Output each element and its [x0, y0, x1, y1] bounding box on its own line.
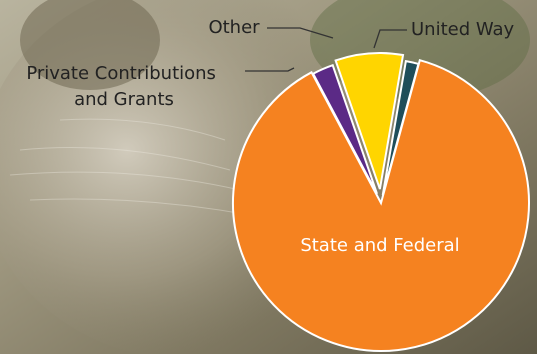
- pie-slice-united-way: [381, 60, 420, 196]
- label-united-way: United Way: [411, 19, 515, 40]
- label-private-contributions-line1: Private Contributions: [26, 63, 216, 84]
- leader-line-private-contributions: [245, 67, 295, 72]
- label-other: Other: [208, 17, 260, 38]
- label-private-contributions-line2: and Grants: [74, 89, 174, 110]
- pie-slice-private-contributions-and-grants: [311, 63, 378, 195]
- leader-lines: [245, 27, 407, 72]
- label-state-and-federal: State and Federal: [300, 235, 459, 256]
- leader-line-other: [267, 27, 334, 39]
- label-private-contributions: Private Contributions and Grants: [26, 63, 221, 110]
- pie-slice-other: [334, 52, 405, 190]
- pie-slice-state-and-federal: [231, 58, 530, 352]
- leader-line-united-way: [373, 29, 407, 49]
